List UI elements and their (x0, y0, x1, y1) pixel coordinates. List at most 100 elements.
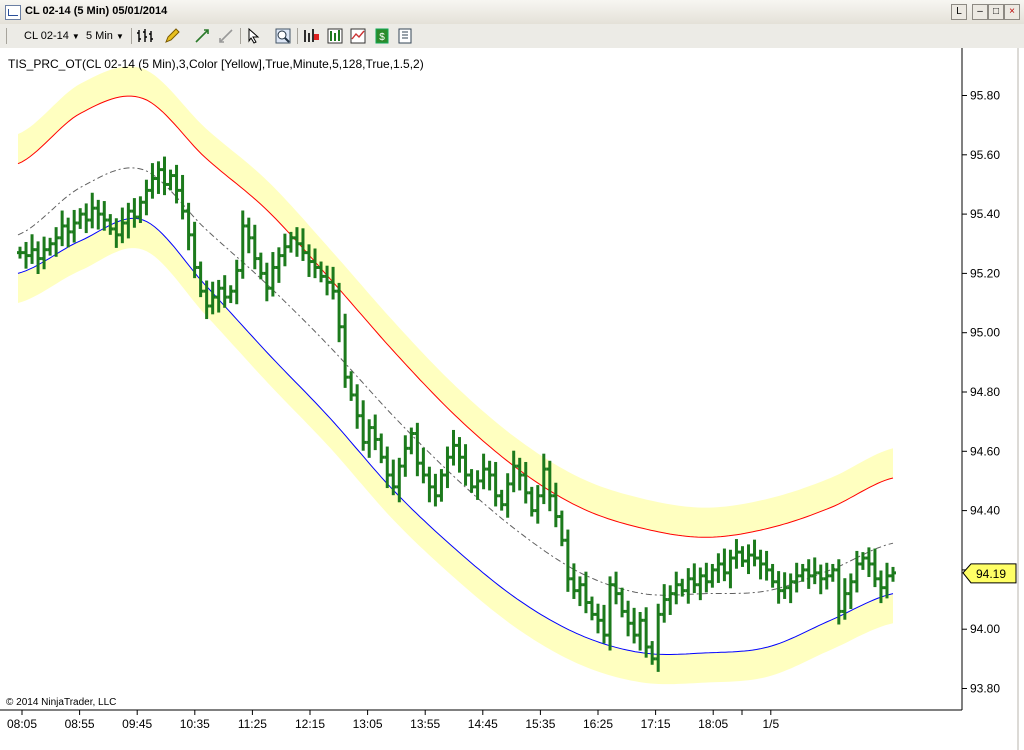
window-title: CL 02-14 (5 Min) 05/01/2014 (25, 5, 168, 17)
price-bar (257, 252, 264, 280)
price-bar (865, 547, 872, 578)
price-bar (685, 568, 692, 604)
price-bar (420, 447, 427, 484)
price-bar (769, 563, 776, 588)
price-bar (456, 437, 463, 473)
price-bar (811, 557, 818, 585)
indicators-icon[interactable] (326, 27, 344, 45)
price-bar (137, 196, 144, 223)
price-bar (697, 567, 704, 601)
price-bar (426, 466, 433, 503)
y-tick-label: 94.40 (970, 504, 1000, 518)
window-maximize-button[interactable]: □ (988, 4, 1004, 20)
price-bar (631, 607, 638, 644)
price-bar (637, 612, 644, 651)
y-tick-label: 95.80 (970, 89, 1000, 103)
window-restore-button[interactable]: L (951, 4, 967, 20)
toolbar-separator (240, 28, 241, 44)
price-bar (101, 201, 108, 231)
x-tick-label: 12:15 (295, 717, 325, 731)
price-bar (318, 261, 325, 283)
price-bar (534, 485, 541, 524)
upper-band-fill (18, 66, 893, 538)
price-bar (89, 192, 96, 229)
price-bar (167, 169, 174, 191)
price-bar (336, 282, 343, 343)
price-bar (59, 210, 66, 247)
price-chart[interactable]: 95.80 95.60 95.40 95.20 95.00 94.80 94.60 94.40… (0, 48, 1024, 750)
price-bar (504, 473, 511, 518)
search-icon[interactable] (274, 27, 292, 45)
price-bar (655, 603, 662, 672)
price-bar (432, 473, 439, 507)
chart-background (0, 48, 1024, 750)
cursor-icon[interactable] (245, 27, 263, 45)
x-tick-label: 15:35 (525, 717, 555, 731)
x-tick-label: 14:45 (468, 717, 498, 731)
price-bar (119, 207, 126, 244)
toolbar-grip (6, 28, 7, 44)
price-bar (474, 470, 481, 500)
price-bar (269, 252, 276, 297)
price-bar (739, 546, 746, 567)
price-bar (324, 265, 331, 296)
price-bar (29, 234, 36, 264)
zoom-in-icon[interactable] (193, 27, 211, 45)
chart-toolbar: CL 02-14 ▼ 5 Min ▼ $ (0, 24, 1024, 49)
price-bar (594, 603, 601, 634)
price-bar (149, 163, 156, 199)
price-bar (396, 457, 403, 503)
price-bar (607, 576, 614, 651)
price-bar (35, 241, 42, 274)
price-bar (480, 453, 487, 490)
price-bar (619, 587, 626, 618)
price-bar (757, 549, 764, 580)
time-axis[interactable]: 08:05 08:55 09:45 10:35 11:25 12:15 13:05 13:55… (7, 710, 779, 731)
window-close-button[interactable]: × (1004, 4, 1020, 20)
price-bar (41, 236, 48, 270)
instrument-selector[interactable]: CL 02-14 ▼ (24, 27, 80, 45)
price-bar (745, 544, 752, 575)
y-tick-label: 94.00 (970, 622, 1000, 636)
price-bar (667, 585, 674, 615)
price-bar (486, 460, 493, 491)
price-bar (17, 246, 23, 259)
price-bar (71, 209, 78, 243)
window-minimize-button[interactable]: – (972, 4, 988, 20)
price-bar (558, 510, 565, 547)
chart-panel[interactable]: 95.80 95.60 95.40 95.20 95.00 94.80 94.60 94.40… (0, 48, 1024, 750)
copyright-text: © 2014 NinjaTrader, LLC (6, 697, 116, 708)
price-bar (372, 414, 379, 451)
lower-band-fill (18, 218, 893, 685)
properties-icon[interactable] (396, 27, 414, 45)
price-bar (378, 433, 385, 464)
price-bar (552, 482, 559, 528)
bar-style-icon[interactable] (136, 27, 154, 45)
price-bar (191, 221, 198, 279)
dollar-icon[interactable]: $ (373, 27, 391, 45)
price-bar (564, 529, 571, 592)
price-bar (871, 548, 878, 588)
price-bar (95, 199, 102, 230)
price-bar (275, 247, 282, 283)
price-bar (402, 435, 409, 477)
zoom-out-icon[interactable] (217, 27, 235, 45)
price-bar (444, 446, 451, 489)
chevron-down-icon: ▼ (115, 32, 124, 41)
price-bar (823, 562, 830, 590)
price-bar (673, 571, 680, 605)
price-bar (131, 198, 138, 228)
price-bar (528, 486, 535, 517)
price-bar (859, 552, 866, 570)
price-bar (625, 600, 632, 637)
current-price-label: 94.19 (976, 567, 1006, 581)
strategies-icon[interactable] (349, 27, 367, 45)
price-bar (781, 572, 788, 599)
data-box-icon[interactable] (302, 27, 320, 45)
toolbar-separator (131, 28, 132, 44)
y-tick-label: 95.00 (970, 326, 1000, 340)
pencil-icon[interactable] (163, 27, 181, 45)
price-bar (576, 576, 583, 607)
price-bar (203, 280, 210, 320)
interval-selector[interactable]: 5 Min ▼ (86, 27, 124, 45)
